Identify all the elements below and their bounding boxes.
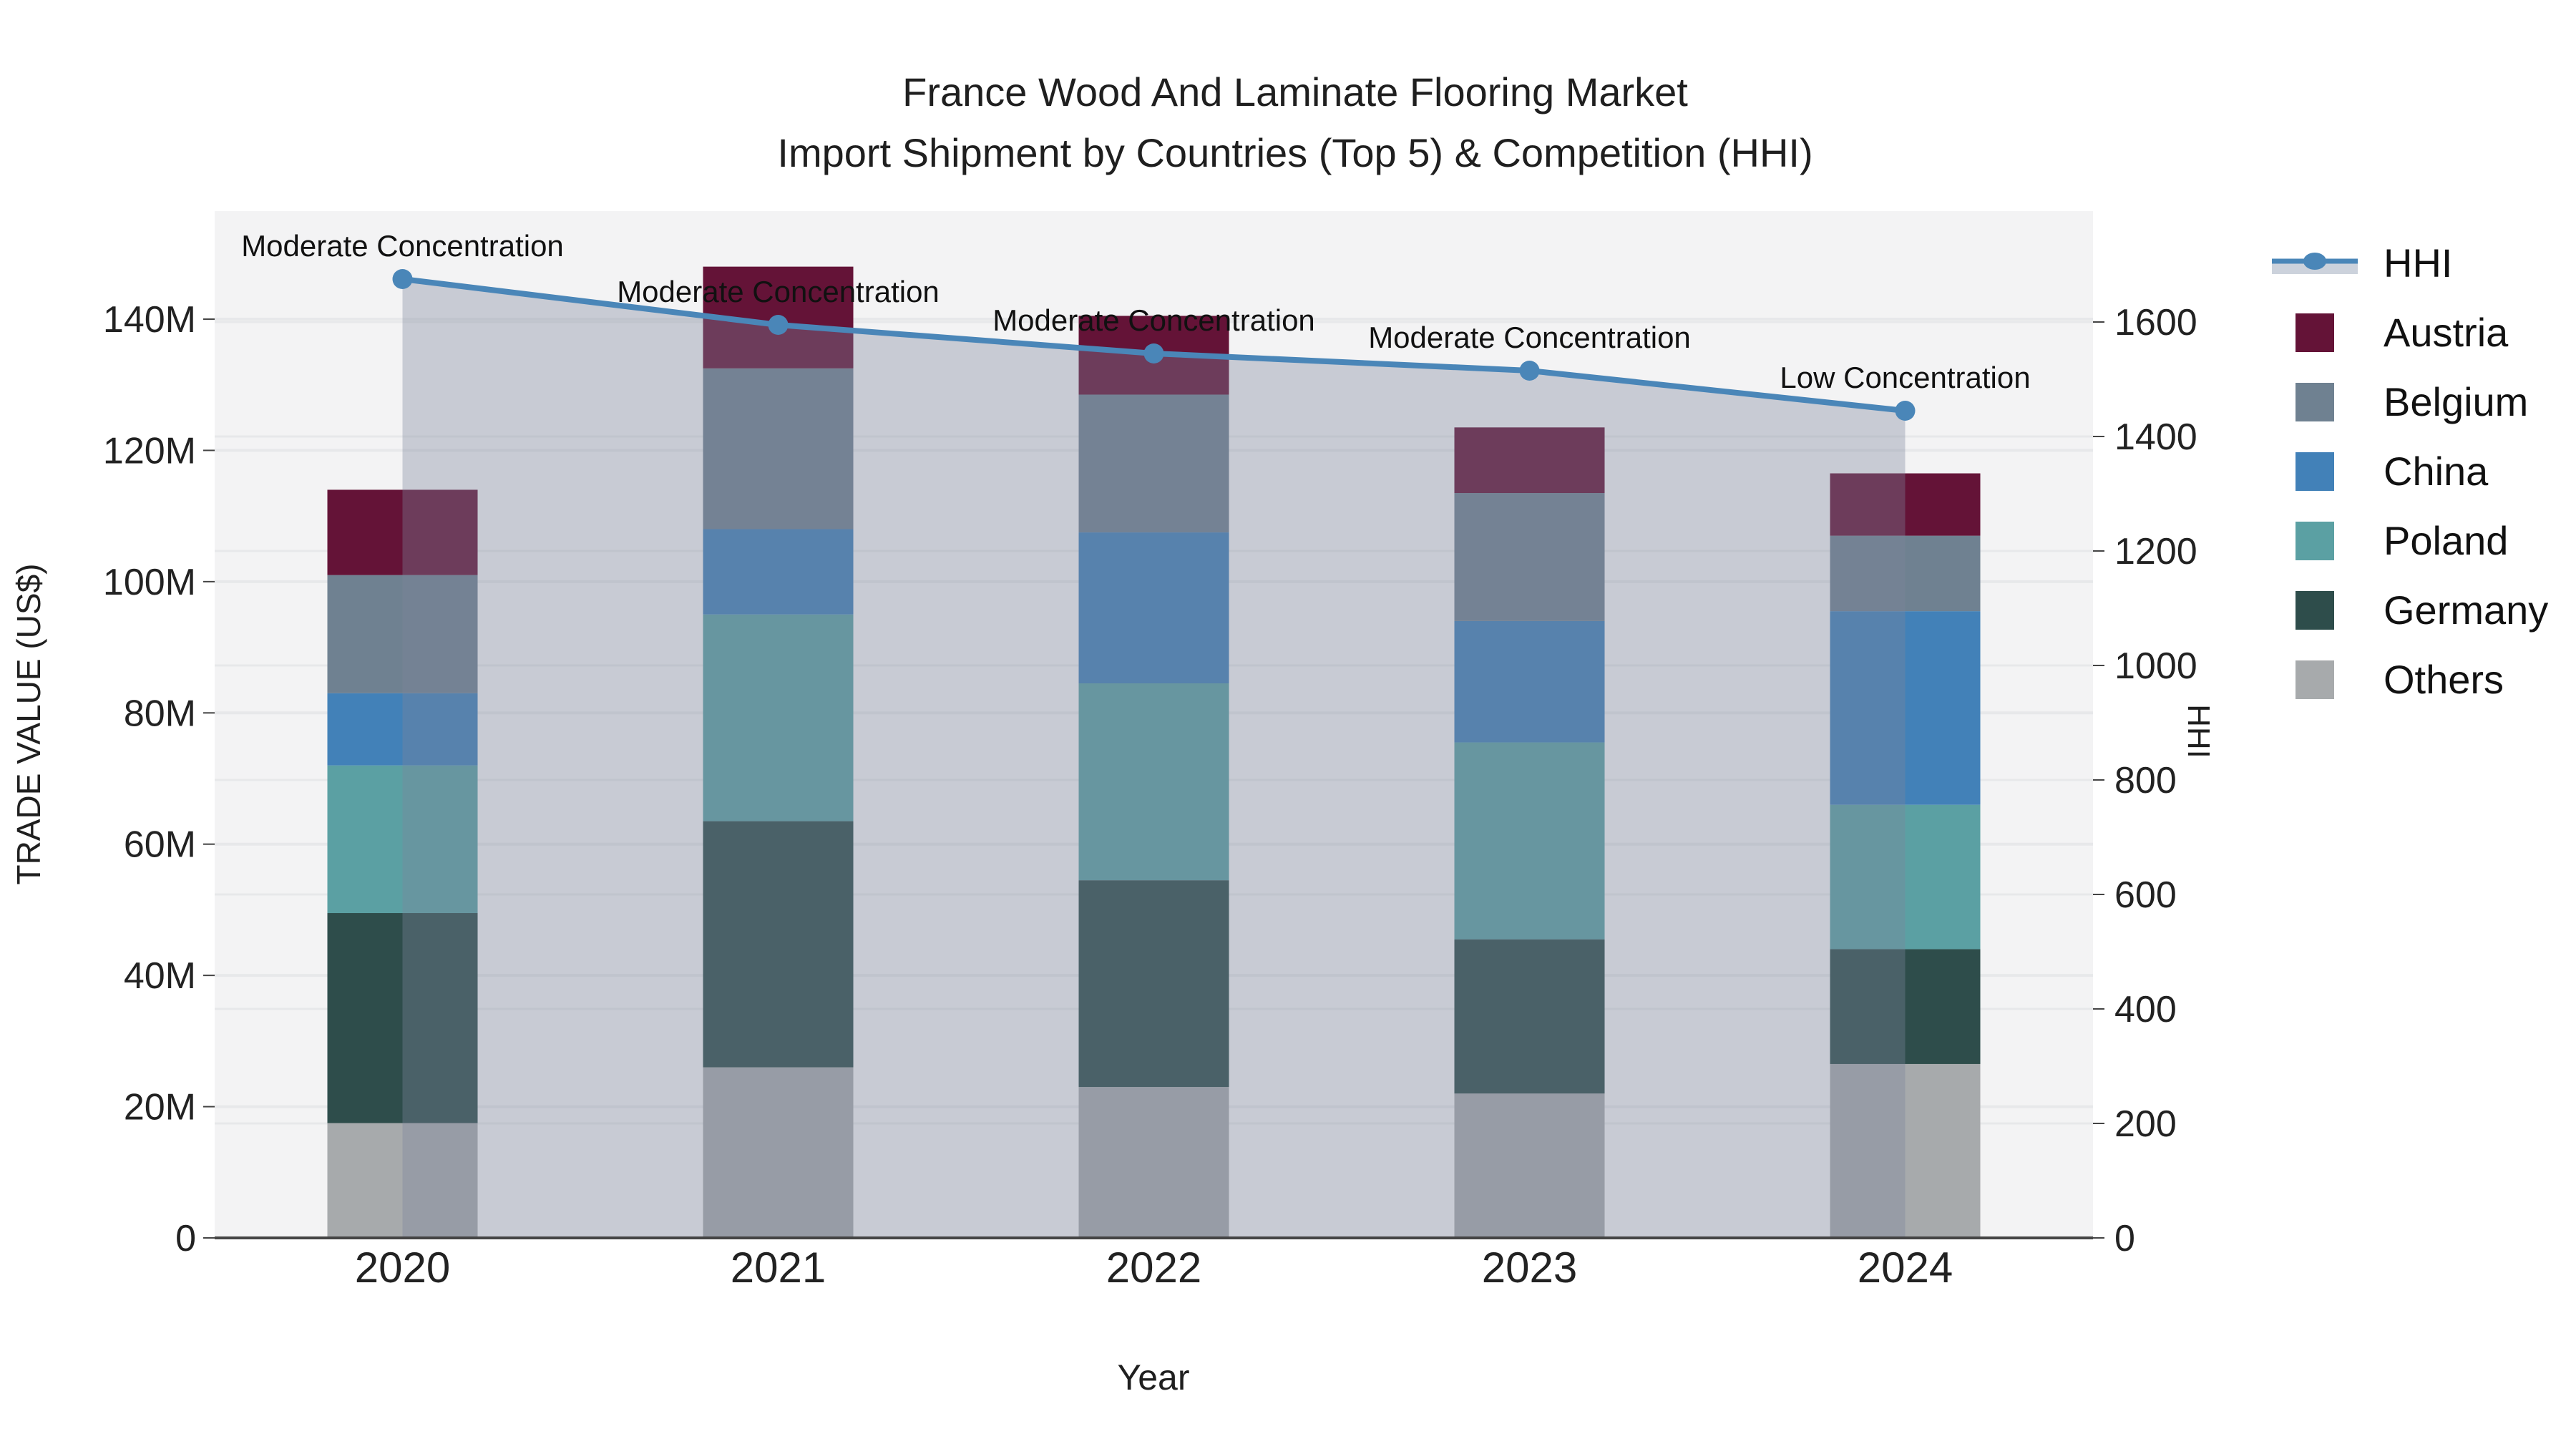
legend-item-others[interactable]: Others bbox=[2265, 645, 2572, 714]
legend-label: Belgium bbox=[2384, 379, 2529, 424]
color-swatch-others bbox=[2296, 660, 2334, 699]
bar-segment-others-2020[interactable] bbox=[327, 1123, 478, 1239]
hhi-marker-2021[interactable] bbox=[768, 315, 789, 335]
y-right-tick-label: 1600 bbox=[2114, 302, 2197, 343]
bar-segment-belgium-2021[interactable] bbox=[703, 368, 854, 530]
bar-segment-poland-2024[interactable] bbox=[1830, 804, 1981, 950]
y-left-tick-label: 120M bbox=[103, 430, 196, 472]
hhi-marker-2023[interactable] bbox=[1519, 361, 1540, 381]
x-tick-labels: 2020 2021 2022 2023 2024 bbox=[355, 1244, 1953, 1292]
y-left-tick-label: 0 bbox=[175, 1218, 196, 1259]
legend-label: Germany bbox=[2384, 587, 2549, 633]
bar-segment-poland-2023[interactable] bbox=[1454, 742, 1605, 940]
legend-item-germany[interactable]: Germany bbox=[2265, 575, 2572, 645]
annotation-label-2021: Moderate Concentration bbox=[617, 275, 940, 308]
bar-segment-china-2023[interactable] bbox=[1454, 620, 1605, 743]
bar-segment-china-2022[interactable] bbox=[1078, 532, 1229, 684]
y-right-tick-label: 200 bbox=[2114, 1103, 2177, 1145]
hhi-area-fill bbox=[402, 279, 1906, 1238]
annotations-layer: Moderate Concentration Moderate Concentra… bbox=[241, 229, 2030, 394]
color-swatch-china bbox=[2296, 452, 2334, 491]
y-left-tick-label: 40M bbox=[124, 955, 196, 997]
y-left-tick-label: 80M bbox=[124, 693, 196, 734]
annotation-label-2020: Moderate Concentration bbox=[241, 229, 564, 263]
y-right-tick-label: 1200 bbox=[2114, 531, 2197, 572]
x-tick-label-2022: 2022 bbox=[1106, 1244, 1201, 1292]
chart-title-line2: Import Shipment by Countries (Top 5) & C… bbox=[777, 130, 1813, 175]
y-left-tick-label: 100M bbox=[103, 562, 196, 603]
bar-segment-poland-2022[interactable] bbox=[1078, 683, 1229, 881]
bar-segment-germany-2024[interactable] bbox=[1830, 949, 1981, 1064]
legend-label: China bbox=[2384, 449, 2489, 494]
color-swatch-belgium bbox=[2296, 382, 2334, 421]
bar-segment-others-2024[interactable] bbox=[1830, 1063, 1981, 1238]
bar-segment-others-2023[interactable] bbox=[1454, 1093, 1605, 1238]
y-right-tick-label: 1400 bbox=[2114, 416, 2197, 458]
color-swatch-germany bbox=[2296, 590, 2334, 630]
bar-segment-china-2020[interactable] bbox=[327, 693, 478, 766]
annotation-label-2024: Low Concentration bbox=[1780, 361, 2030, 394]
x-tick-label-2020: 2020 bbox=[355, 1244, 450, 1292]
annotation-label-2022: Moderate Concentration bbox=[992, 303, 1315, 337]
y-left-tick-label: 140M bbox=[103, 299, 196, 341]
y-right-tick-label: 600 bbox=[2114, 874, 2177, 916]
bar-segment-belgium-2022[interactable] bbox=[1078, 394, 1229, 533]
legend-label: Austria bbox=[2384, 310, 2509, 355]
bar-segment-austria-2024[interactable] bbox=[1830, 473, 1981, 536]
annotation-label-2023: Moderate Concentration bbox=[1368, 321, 1691, 354]
bar-segment-germany-2021[interactable] bbox=[703, 821, 854, 1068]
color-swatch-poland bbox=[2296, 521, 2334, 560]
bar-segment-belgium-2024[interactable] bbox=[1830, 535, 1981, 612]
y-right-tick-label: 400 bbox=[2114, 989, 2177, 1030]
legend-label: Poland bbox=[2384, 518, 2509, 563]
bar-segment-others-2021[interactable] bbox=[703, 1067, 854, 1238]
bar-segment-others-2022[interactable] bbox=[1078, 1087, 1229, 1238]
bar-segment-austria-2023[interactable] bbox=[1454, 427, 1605, 494]
legend-item-poland[interactable]: Poland bbox=[2265, 506, 2572, 575]
legend-item-hhi[interactable]: HHI bbox=[2265, 228, 2572, 298]
bar-segment-germany-2020[interactable] bbox=[327, 913, 478, 1123]
legend-item-austria[interactable]: Austria bbox=[2265, 298, 2572, 367]
x-axis-title: Year bbox=[1117, 1357, 1189, 1397]
y-left-tick-label: 20M bbox=[124, 1087, 196, 1128]
y-right-tick-label: 0 bbox=[2114, 1218, 2135, 1259]
hhi-markers bbox=[392, 269, 1916, 421]
legend-label: Others bbox=[2384, 657, 2504, 702]
y-right-tick-labels: 0 200 400 600 800 1000 1200 1400 1600 bbox=[2114, 302, 2197, 1259]
x-tick-label-2021: 2021 bbox=[731, 1244, 826, 1292]
hhi-marker-2022[interactable] bbox=[1143, 343, 1164, 364]
bar-segment-poland-2021[interactable] bbox=[703, 614, 854, 821]
bar-segment-poland-2020[interactable] bbox=[327, 765, 478, 914]
bar-segment-belgium-2020[interactable] bbox=[327, 575, 478, 693]
legend-label: HHI bbox=[2384, 240, 2453, 286]
axis-ticks bbox=[203, 318, 2104, 1239]
legend-item-belgium[interactable]: Belgium bbox=[2265, 367, 2572, 436]
hhi-line-swatch bbox=[2265, 244, 2365, 283]
y-left-tick-label: 60M bbox=[124, 824, 196, 866]
bar-segment-austria-2020[interactable] bbox=[327, 489, 478, 575]
y-left-axis-title: TRADE VALUE (US$) bbox=[10, 563, 47, 884]
y-right-axis-title: HHI bbox=[2181, 704, 2216, 758]
y-left-tick-labels: 0 20M 40M 60M 80M 100M 120M 140M bbox=[103, 299, 196, 1259]
y-right-tick-label: 800 bbox=[2114, 760, 2177, 801]
x-tick-label-2023: 2023 bbox=[1482, 1244, 1577, 1292]
legend-item-china[interactable]: China bbox=[2265, 436, 2572, 506]
bar-segment-germany-2022[interactable] bbox=[1078, 880, 1229, 1088]
bar-segment-china-2024[interactable] bbox=[1830, 611, 1981, 805]
bar-segment-belgium-2023[interactable] bbox=[1454, 493, 1605, 621]
bar-segment-china-2021[interactable] bbox=[703, 529, 854, 615]
color-swatch-austria bbox=[2296, 313, 2334, 352]
hhi-marker-2020[interactable] bbox=[392, 269, 413, 289]
y-right-tick-label: 1000 bbox=[2114, 645, 2197, 687]
hhi-marker-2024[interactable] bbox=[1895, 401, 1916, 421]
chart-title-line1: France Wood And Laminate Flooring Market bbox=[902, 69, 1688, 114]
bar-segment-germany-2023[interactable] bbox=[1454, 939, 1605, 1094]
legend: HHI Austria Belgium China Poland Germany… bbox=[2265, 228, 2572, 714]
x-tick-label-2024: 2024 bbox=[1858, 1244, 1953, 1292]
bars-layer bbox=[327, 266, 1981, 1239]
